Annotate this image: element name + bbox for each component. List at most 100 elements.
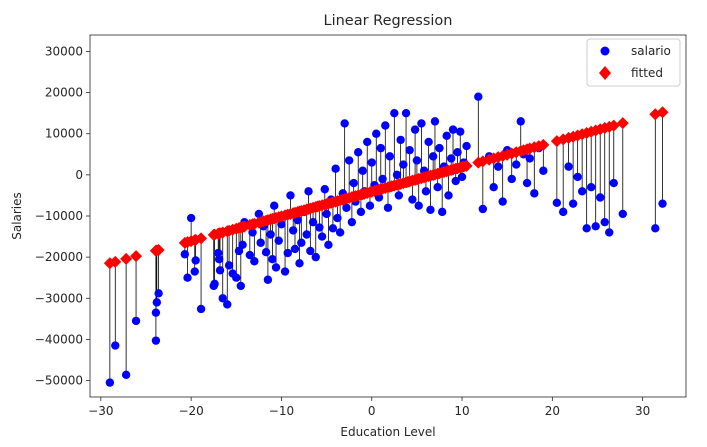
salario-point <box>385 152 395 161</box>
salario-point <box>214 248 223 258</box>
legend: salario fitted <box>586 38 681 87</box>
salario-point <box>234 246 244 256</box>
legend-box <box>586 38 681 87</box>
salario-point <box>378 174 387 184</box>
salario-point <box>320 185 329 194</box>
salario-point <box>261 248 271 257</box>
salario-point <box>600 217 609 227</box>
salario-point <box>295 259 304 268</box>
salario-point <box>474 92 483 101</box>
salario-point <box>424 137 433 147</box>
y-tick-label: 0 <box>75 168 83 182</box>
salario-point <box>331 164 340 173</box>
salario-point <box>447 154 456 163</box>
salario-point <box>111 341 120 350</box>
salario-point <box>311 252 320 262</box>
fitted-point <box>120 252 133 265</box>
x-tick-label: −20 <box>178 404 203 418</box>
salario-point <box>190 267 199 276</box>
salario-point <box>131 316 141 326</box>
salario-point <box>394 191 404 200</box>
salario-point <box>347 217 357 227</box>
salario-point <box>442 131 451 140</box>
salario-point <box>539 166 548 175</box>
y-tick-label: −40000 <box>35 332 83 346</box>
salario-point <box>151 336 161 345</box>
salario-point <box>238 240 247 249</box>
plot-area-frame <box>89 34 687 398</box>
salario-point <box>383 203 393 212</box>
y-axis-label: Salaries <box>10 192 24 240</box>
salario-point <box>489 183 498 192</box>
salario-point <box>658 199 667 208</box>
salario-point <box>426 205 435 215</box>
fitted-point <box>460 159 473 172</box>
salario-point <box>405 145 414 155</box>
x-axis: −30 −20 −10 0 10 20 30 <box>88 397 650 418</box>
x-tick-label: 0 <box>368 404 376 418</box>
salario-point <box>435 143 444 153</box>
salario-point <box>372 129 381 138</box>
y-tick-label: 30000 <box>45 44 83 58</box>
salario-point <box>381 121 390 130</box>
salario-point <box>516 117 525 126</box>
salario-point <box>408 195 417 204</box>
salario-point <box>618 209 627 219</box>
salario-point <box>121 370 131 379</box>
salario-point <box>317 232 327 241</box>
salario-point <box>498 197 507 206</box>
salario-point <box>591 222 600 231</box>
salario-point <box>412 156 422 165</box>
salario-point <box>302 230 311 239</box>
salario-point <box>437 207 447 217</box>
salario-point <box>410 125 420 134</box>
salario-point <box>274 236 283 245</box>
fitted-point <box>109 255 122 268</box>
salario-point <box>396 135 405 145</box>
salario-point <box>354 148 363 157</box>
salario-point <box>428 152 438 161</box>
salario-point <box>280 267 290 276</box>
salario-point <box>196 304 206 314</box>
y-tick-label: −20000 <box>35 250 83 264</box>
salario-point <box>268 254 277 264</box>
salario-point <box>186 213 196 223</box>
legend-marker-fitted <box>599 66 611 80</box>
salario-point <box>283 248 292 258</box>
salario-point <box>399 160 408 169</box>
fitted-point <box>537 138 550 151</box>
salario-point <box>349 178 358 188</box>
legend-marker-salario <box>600 46 610 56</box>
salario-point <box>271 263 281 272</box>
salario-point <box>224 261 234 270</box>
salario-point <box>152 298 162 307</box>
salario-point <box>651 224 660 233</box>
salario-point <box>530 189 539 198</box>
legend-label-salario: salario <box>631 44 671 58</box>
salario-point <box>586 183 596 192</box>
salario-point <box>342 203 351 212</box>
salario-point <box>191 256 200 265</box>
y-tick-label: −10000 <box>35 209 83 223</box>
salario-point <box>218 294 227 303</box>
salario-point <box>304 187 313 196</box>
y-tick-label: −30000 <box>35 291 83 305</box>
salario-point <box>392 170 402 180</box>
salario-point <box>333 213 342 223</box>
salario-point <box>433 183 442 192</box>
salario-point <box>183 273 192 282</box>
salario-point <box>430 117 440 126</box>
salario-point <box>577 187 587 196</box>
salario-point <box>308 217 318 227</box>
salario-point <box>376 143 385 153</box>
x-axis-label: Education Level <box>340 425 435 439</box>
x-tick-label: −30 <box>88 404 113 418</box>
salario-point <box>223 300 232 309</box>
salario-point <box>335 228 345 237</box>
salario-point <box>315 223 324 232</box>
salario-point <box>448 125 458 134</box>
chart-title: Linear Regression <box>324 13 453 29</box>
fitted-point <box>152 243 165 256</box>
salario-point <box>214 254 224 264</box>
